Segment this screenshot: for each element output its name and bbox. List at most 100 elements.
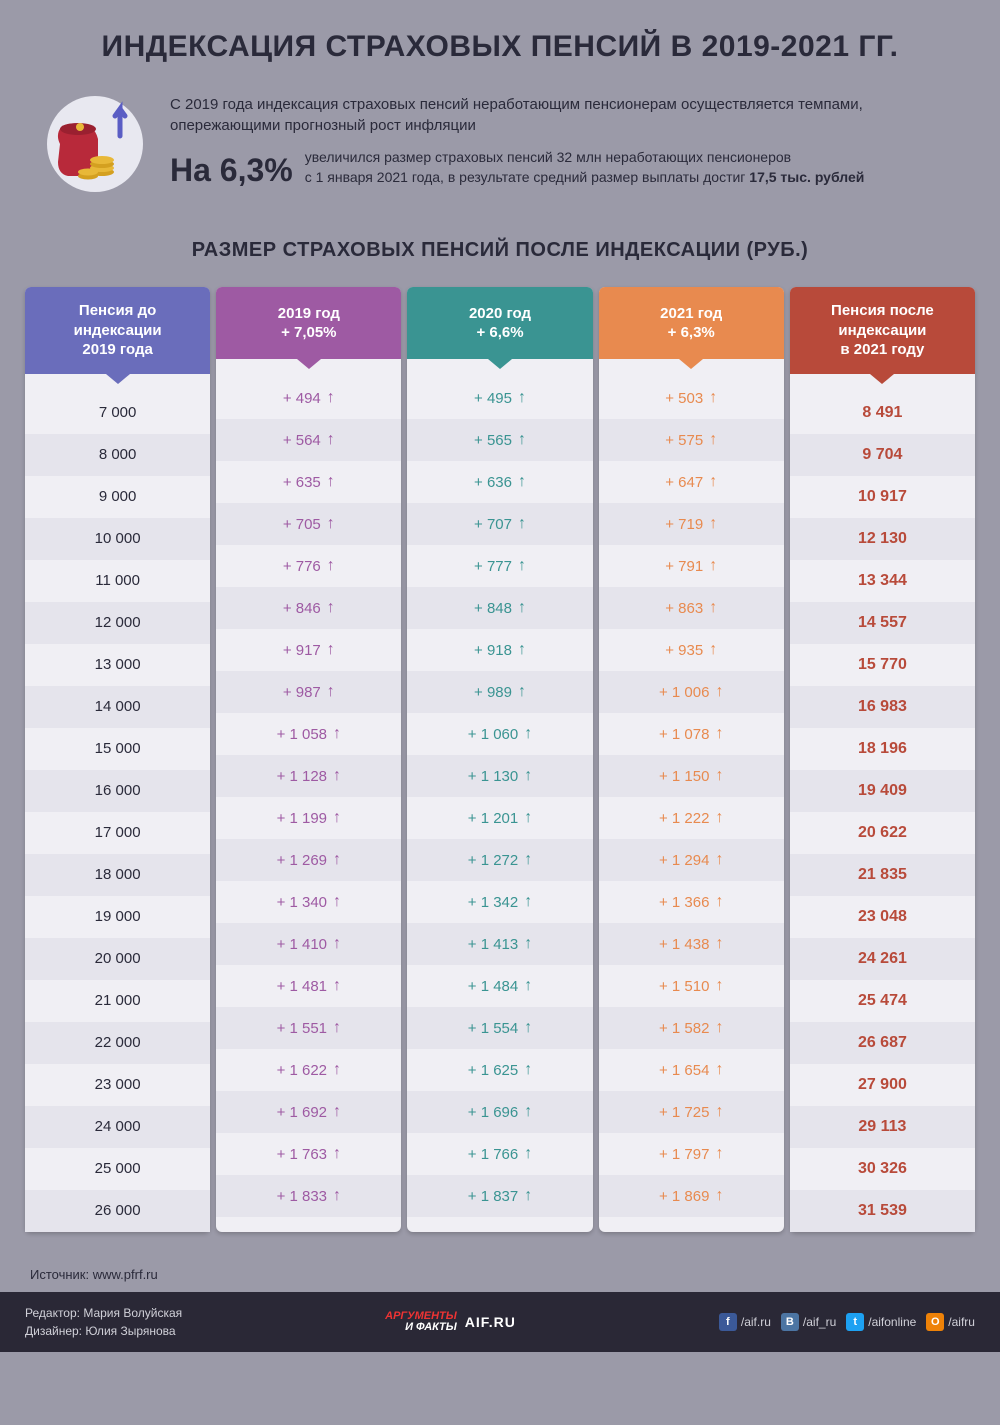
intro-percentage: На 6,3% <box>170 148 293 193</box>
table-cell: 16 000 <box>25 770 210 812</box>
ok-icon: O <box>926 1313 944 1331</box>
pension-table: Пенсия доиндексации2019 года7 0008 0009 … <box>25 287 975 1232</box>
social-label: /aif.ru <box>741 1315 771 1329</box>
column-header: Пенсия доиндексации2019 года <box>25 287 210 374</box>
up-arrow-icon: ↑ <box>333 1061 341 1079</box>
up-arrow-icon: ↑ <box>518 599 526 617</box>
table-cell: + 918↑ <box>407 629 592 671</box>
up-arrow-icon: ↑ <box>518 557 526 575</box>
up-arrow-icon: ↑ <box>333 1187 341 1205</box>
up-arrow-icon: ↑ <box>333 725 341 743</box>
up-arrow-icon: ↑ <box>524 935 532 953</box>
column-header: 2021 год+ 6,3% <box>599 287 784 359</box>
table-cell: + 1 797↑ <box>599 1133 784 1175</box>
page-title: ИНДЕКСАЦИЯ СТРАХОВЫХ ПЕНСИЙ В 2019-2021 … <box>0 0 1000 84</box>
up-arrow-icon: ↑ <box>524 767 532 785</box>
social-label: /aifonline <box>868 1315 916 1329</box>
up-arrow-icon: ↑ <box>715 1019 723 1037</box>
up-arrow-icon: ↑ <box>327 515 335 533</box>
table-cell: + 935↑ <box>599 629 784 671</box>
table-cell: + 719↑ <box>599 503 784 545</box>
table-cell: + 636↑ <box>407 461 592 503</box>
up-arrow-icon: ↑ <box>709 599 717 617</box>
up-arrow-icon: ↑ <box>333 809 341 827</box>
up-arrow-icon: ↑ <box>327 641 335 659</box>
intro-text: С 2019 года индексация страховых пенсий … <box>170 94 960 193</box>
up-arrow-icon: ↑ <box>715 767 723 785</box>
up-arrow-icon: ↑ <box>333 977 341 995</box>
table-cell: 14 557 <box>790 602 975 644</box>
social-link[interactable]: t/aifonline <box>846 1313 916 1331</box>
table-cell: + 1 150↑ <box>599 755 784 797</box>
social-link[interactable]: f/aif.ru <box>719 1313 771 1331</box>
credits: Редактор: Мария Волуйская Дизайнер: Юлия… <box>25 1304 182 1340</box>
table-cell: 15 770 <box>790 644 975 686</box>
fb-icon: f <box>719 1313 737 1331</box>
table-cell: 17 000 <box>25 812 210 854</box>
table-cell: 31 539 <box>790 1190 975 1232</box>
table-cell: + 705↑ <box>216 503 401 545</box>
intro-highlight: На 6,3% увеличился размер страховых пенс… <box>170 148 960 193</box>
table-cell: + 1 696↑ <box>407 1091 592 1133</box>
table-cell: + 565↑ <box>407 419 592 461</box>
up-arrow-icon: ↑ <box>333 935 341 953</box>
wallet-coins-icon <box>40 94 150 199</box>
up-arrow-icon: ↑ <box>524 1061 532 1079</box>
table-cell: + 1 582↑ <box>599 1007 784 1049</box>
table-cell: + 987↑ <box>216 671 401 713</box>
table-cell: + 1 294↑ <box>599 839 784 881</box>
table-cell: + 1 006↑ <box>599 671 784 713</box>
up-arrow-icon: ↑ <box>333 1019 341 1037</box>
table-cell: 20 622 <box>790 812 975 854</box>
table-cell: + 1 692↑ <box>216 1091 401 1133</box>
intro-block: С 2019 года индексация страховых пенсий … <box>0 84 1000 219</box>
logo-line-1: АРГУМЕНТЫ <box>385 1311 457 1322</box>
brand-logo: АРГУМЕНТЫ И ФАКТЫ AIF.RU <box>385 1311 516 1333</box>
up-arrow-icon: ↑ <box>524 1145 532 1163</box>
up-arrow-icon: ↑ <box>715 1061 723 1079</box>
table-cell: + 1 766↑ <box>407 1133 592 1175</box>
table-cell: 7 000 <box>25 392 210 434</box>
social-link[interactable]: O/aifru <box>926 1313 975 1331</box>
up-arrow-icon: ↑ <box>327 431 335 449</box>
table-cell: + 989↑ <box>407 671 592 713</box>
table-cell: + 647↑ <box>599 461 784 503</box>
table-cell: + 635↑ <box>216 461 401 503</box>
up-arrow-icon: ↑ <box>715 809 723 827</box>
table-cell: + 1 837↑ <box>407 1175 592 1217</box>
up-arrow-icon: ↑ <box>524 1103 532 1121</box>
up-arrow-icon: ↑ <box>715 1103 723 1121</box>
table-cell: + 1 269↑ <box>216 839 401 881</box>
table-column: 2019 год+ 7,05%+ 494↑+ 564↑+ 635↑+ 705↑+… <box>216 287 401 1232</box>
up-arrow-icon: ↑ <box>327 557 335 575</box>
table-cell: + 1 625↑ <box>407 1049 592 1091</box>
table-cell: + 1 410↑ <box>216 923 401 965</box>
table-cell: 20 000 <box>25 938 210 980</box>
up-arrow-icon: ↑ <box>327 599 335 617</box>
table-cell: + 564↑ <box>216 419 401 461</box>
table-cell: + 1 222↑ <box>599 797 784 839</box>
up-arrow-icon: ↑ <box>518 515 526 533</box>
editor-credit: Редактор: Мария Волуйская <box>25 1304 182 1322</box>
table-cell: + 1 201↑ <box>407 797 592 839</box>
up-arrow-icon: ↑ <box>715 893 723 911</box>
up-arrow-icon: ↑ <box>715 725 723 743</box>
table-cell: + 1 342↑ <box>407 881 592 923</box>
table-cell: 30 326 <box>790 1148 975 1190</box>
table-cell: + 495↑ <box>407 377 592 419</box>
intro-description: увеличился размер страховых пенсий 32 мл… <box>305 148 865 187</box>
up-arrow-icon: ↑ <box>524 809 532 827</box>
table-cell: + 917↑ <box>216 629 401 671</box>
up-arrow-icon: ↑ <box>709 473 717 491</box>
table-cell: 8 000 <box>25 434 210 476</box>
table-cell: 15 000 <box>25 728 210 770</box>
social-link[interactable]: B/aif_ru <box>781 1313 836 1331</box>
up-arrow-icon: ↑ <box>715 851 723 869</box>
table-cell: + 791↑ <box>599 545 784 587</box>
table-cell: + 1 272↑ <box>407 839 592 881</box>
up-arrow-icon: ↑ <box>524 1019 532 1037</box>
social-label: /aif_ru <box>803 1315 836 1329</box>
up-arrow-icon: ↑ <box>709 557 717 575</box>
up-arrow-icon: ↑ <box>715 683 723 701</box>
table-cell: + 846↑ <box>216 587 401 629</box>
